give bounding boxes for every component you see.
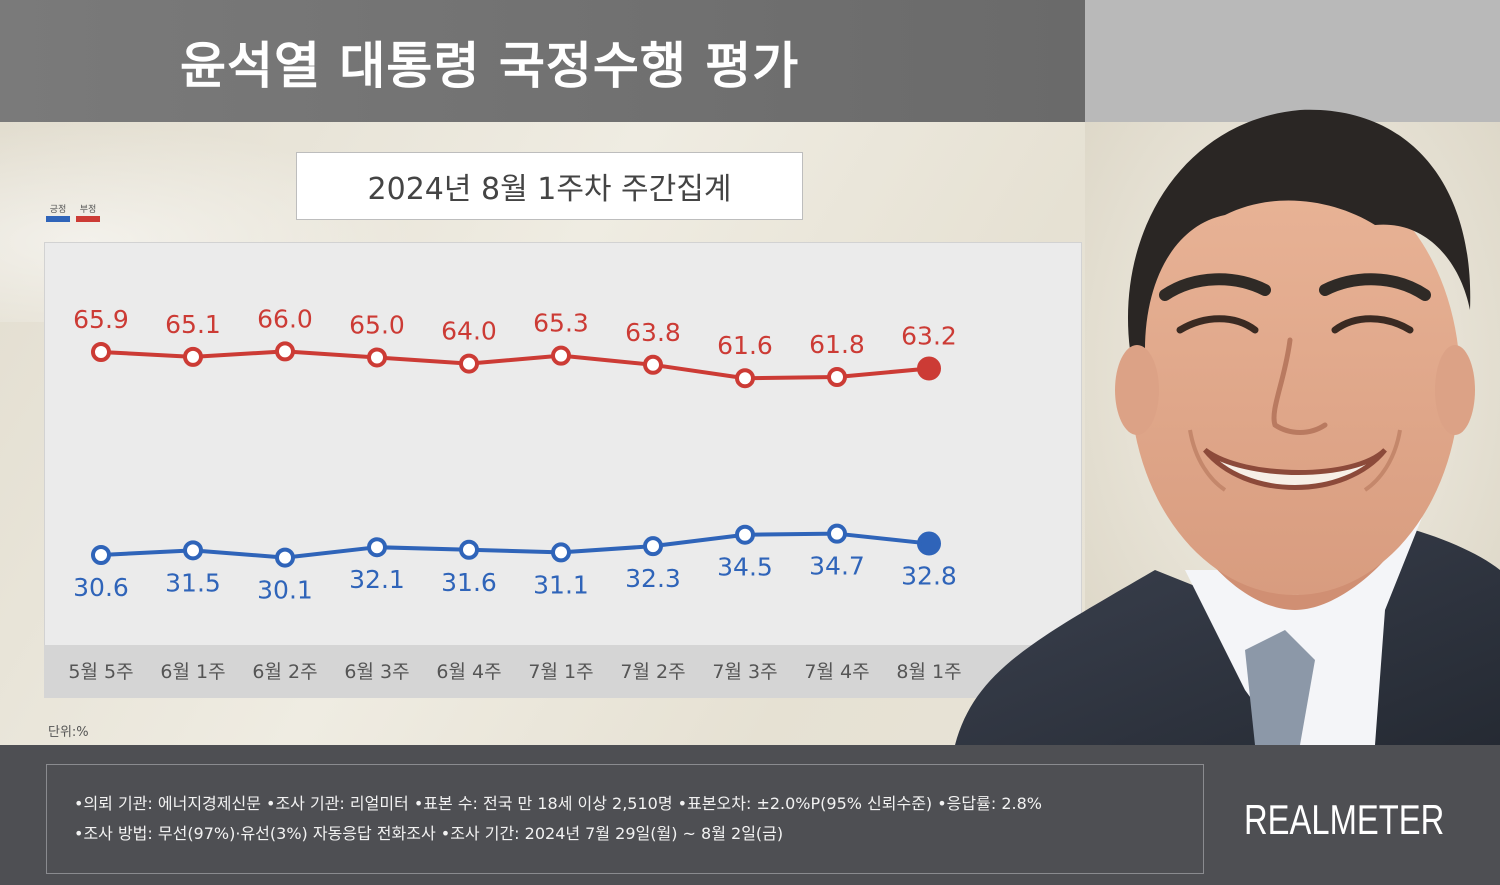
unit-label: 단위:% <box>48 725 89 740</box>
data-point <box>917 531 941 556</box>
data-point <box>183 346 203 367</box>
x-tick-label: 6월 3주 <box>344 661 409 683</box>
data-label: 32.1 <box>349 565 405 594</box>
subtitle: 2024년 8월 1주차 주간집계 <box>367 172 732 207</box>
data-point <box>183 540 203 561</box>
data-label: 66.0 <box>257 304 313 333</box>
data-label: 30.1 <box>257 576 313 605</box>
legend-label-positive: 긍정 <box>49 205 67 215</box>
x-axis-band <box>44 645 1082 698</box>
data-label: 32.8 <box>901 562 957 591</box>
legend-item-negative: 부정 <box>76 205 100 222</box>
x-tick-label: 6월 2주 <box>252 661 317 683</box>
data-label: 63.2 <box>901 321 957 350</box>
subtitle-box: 2024년 8월 1주차 주간집계 <box>296 152 803 220</box>
data-point <box>459 539 479 560</box>
data-label: 61.6 <box>717 331 773 360</box>
legend-swatch-positive <box>46 216 70 222</box>
x-tick-label: 7월 4주 <box>804 661 869 683</box>
x-tick-label: 5월 5주 <box>68 661 133 683</box>
data-label: 32.3 <box>625 564 681 593</box>
data-label: 63.8 <box>625 318 681 347</box>
x-tick-label: 7월 2주 <box>620 661 685 683</box>
data-label: 34.7 <box>809 552 865 581</box>
data-label: 31.6 <box>441 568 497 597</box>
x-tick-label: 8월 1주 <box>896 661 961 683</box>
footer <box>0 745 1500 885</box>
footer-survey-method: •조사 방법: 무선(97%)·유선(3%) 자동응답 전화조사 •조사 기간:… <box>74 824 784 843</box>
x-tick-label: 6월 4주 <box>436 661 501 683</box>
president-portrait <box>955 109 1500 745</box>
x-tick-label: 6월 1주 <box>160 661 225 683</box>
title-bar-right <box>1085 0 1500 122</box>
brand-logo: REALMETER <box>1244 796 1445 843</box>
data-label: 65.3 <box>533 309 589 338</box>
data-point <box>551 542 571 563</box>
data-label: 64.0 <box>441 317 497 346</box>
data-point <box>551 345 571 366</box>
x-tick-label: 7월 1주 <box>528 661 593 683</box>
data-point <box>643 354 663 375</box>
data-point <box>827 523 847 544</box>
legend-item-positive: 긍정 <box>46 205 70 222</box>
data-point <box>367 347 387 368</box>
data-point <box>735 368 755 389</box>
data-point <box>367 537 387 558</box>
footer-info-box <box>46 764 1204 874</box>
legend-label-negative: 부정 <box>79 205 97 215</box>
series-line-1 <box>100 531 930 560</box>
data-label: 31.1 <box>533 570 589 599</box>
data-label: 65.9 <box>73 305 129 334</box>
data-point <box>275 341 295 362</box>
legend-swatch-negative <box>76 216 100 222</box>
series-line-0 <box>100 349 930 381</box>
chart-legend: 긍정 부정 <box>46 205 100 222</box>
data-point <box>643 536 663 557</box>
page-title: 윤석열 대통령 국정수행 평가 <box>180 37 800 95</box>
data-label: 65.1 <box>165 310 221 339</box>
data-point <box>91 342 111 362</box>
plot-area <box>44 242 1082 698</box>
data-point <box>459 353 479 374</box>
title-bar <box>0 0 1085 122</box>
data-point <box>827 367 847 388</box>
data-point <box>917 356 941 381</box>
data-label: 30.6 <box>73 573 129 602</box>
data-point <box>91 545 111 565</box>
data-label: 65.0 <box>349 310 405 339</box>
x-tick-label: 7월 3주 <box>712 661 777 683</box>
data-label: 61.8 <box>809 330 865 359</box>
data-label: 31.5 <box>165 568 221 597</box>
data-point <box>735 524 755 545</box>
data-label: 34.5 <box>717 553 773 582</box>
data-point <box>275 547 295 568</box>
footer-survey-info: •의뢰 기관: 에너지경제신문 •조사 기관: 리얼미터 •표본 수: 전국 만… <box>74 794 1042 813</box>
